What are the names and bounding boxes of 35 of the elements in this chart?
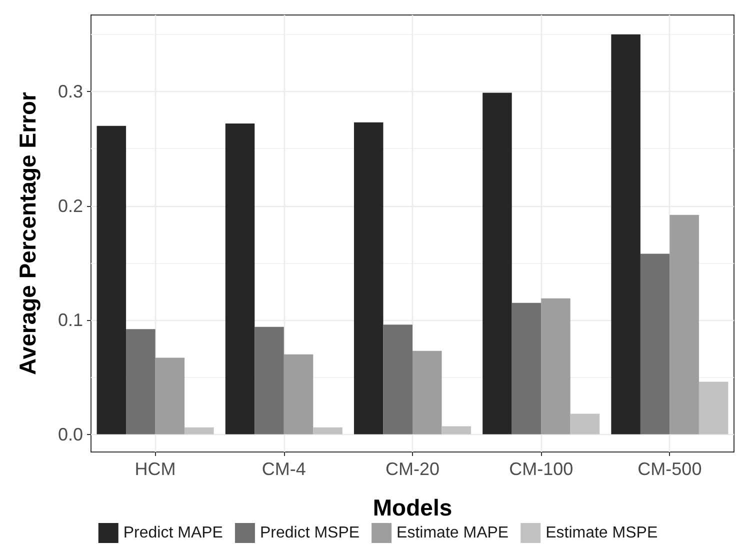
y-tick-label: 0.2	[58, 196, 83, 216]
y-tick-label: 0.1	[58, 310, 83, 330]
bar	[126, 329, 156, 434]
bar	[611, 34, 640, 434]
bar	[225, 124, 255, 434]
bar	[512, 302, 542, 434]
y-axis-title: Average Percentage Error	[14, 92, 40, 375]
bar	[284, 354, 314, 434]
legend-label: Predict MAPE	[123, 524, 223, 542]
bar	[313, 427, 342, 434]
bar	[184, 427, 214, 434]
bar	[670, 214, 699, 434]
bar	[254, 326, 284, 434]
bar	[383, 324, 412, 434]
x-tick-label: HCM	[134, 459, 176, 479]
bar	[96, 126, 126, 434]
x-tick-label: CM-100	[509, 459, 574, 479]
legend-label: Estimate MAPE	[396, 524, 509, 542]
bar	[482, 92, 512, 434]
bar	[442, 426, 472, 434]
y-tick-label: 0.0	[58, 424, 83, 444]
x-tick-label: CM-20	[385, 459, 440, 479]
legend-label: Estimate MSPE	[546, 524, 658, 542]
bar	[541, 298, 570, 434]
bar	[570, 414, 600, 434]
x-tick-label: CM-500	[638, 459, 702, 479]
bar	[354, 122, 384, 434]
legend-label: Predict MSPE	[260, 524, 360, 542]
x-axis-title: Models	[372, 494, 452, 520]
bar	[698, 382, 728, 434]
bar	[640, 254, 670, 434]
y-tick-label: 0.3	[58, 82, 83, 102]
bar	[412, 350, 442, 434]
x-tick-label: CM-4	[262, 459, 306, 479]
bar	[155, 358, 185, 434]
